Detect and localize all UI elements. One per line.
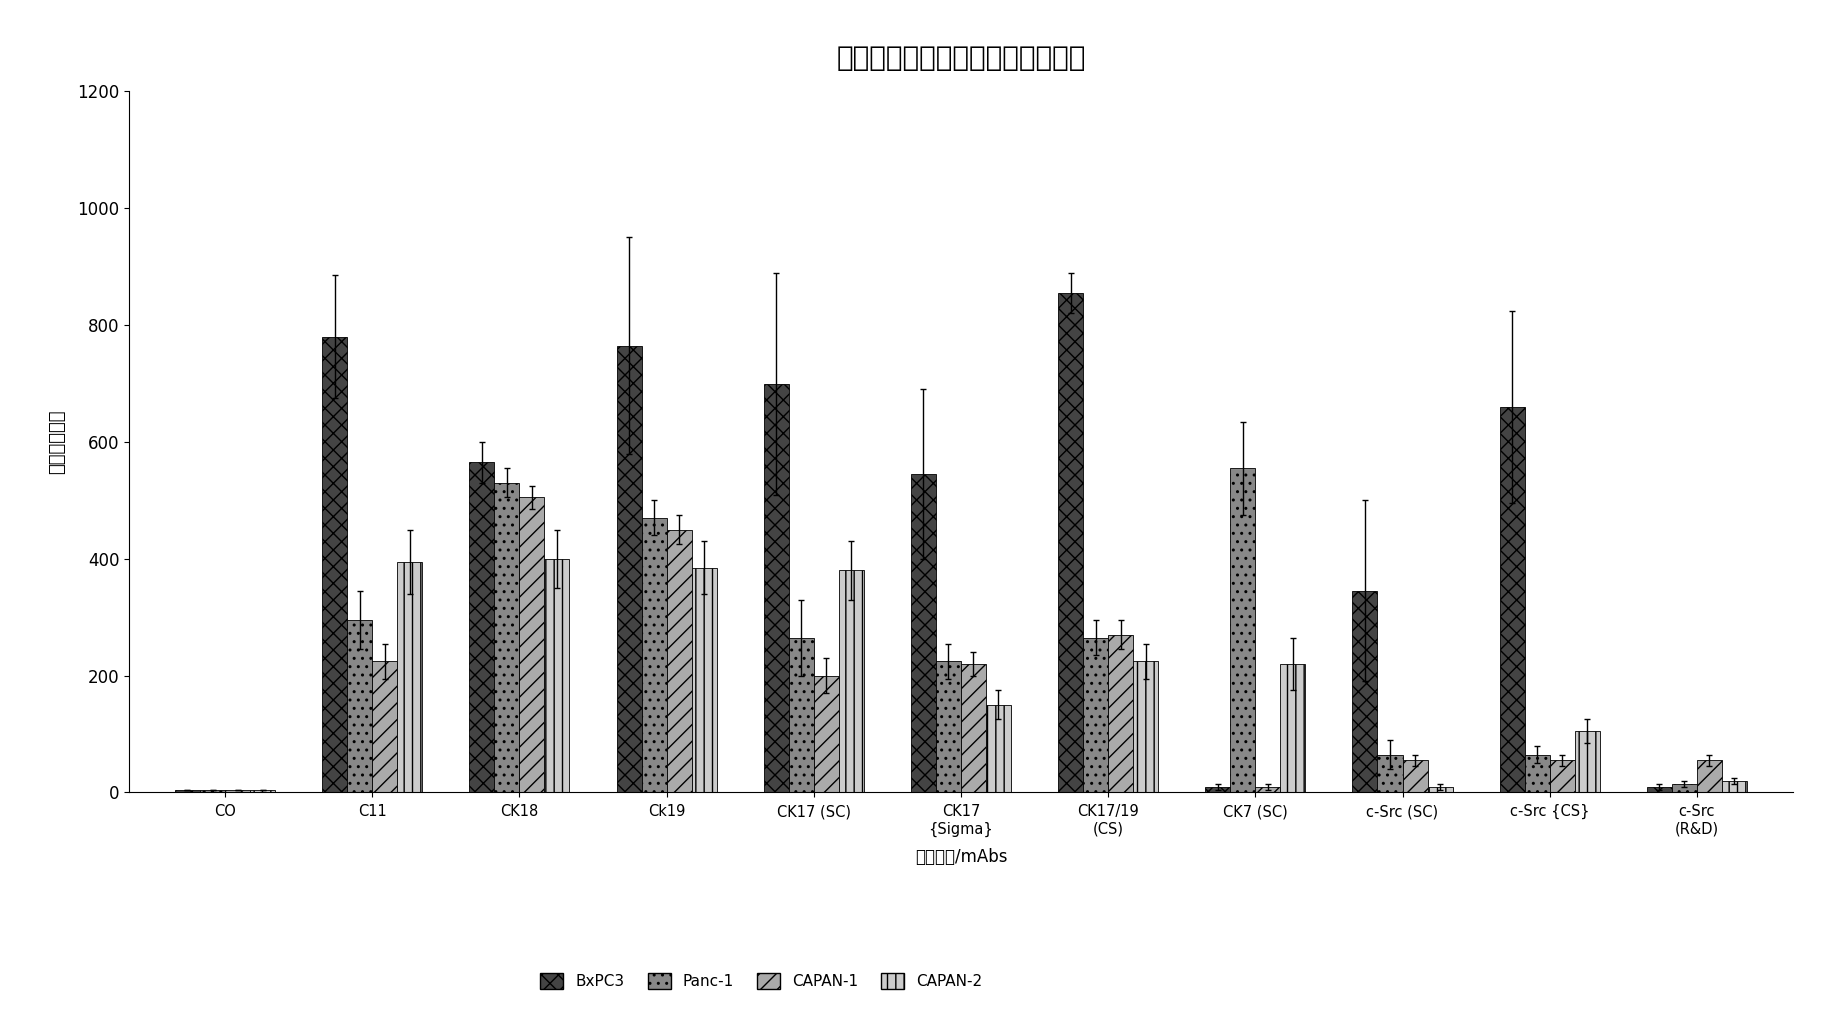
Bar [371,661,397,792]
Bar [763,383,789,792]
Bar [691,568,717,792]
Bar [813,676,839,792]
Bar [1647,786,1672,792]
Bar [469,462,495,792]
Bar [667,529,691,792]
Y-axis label: 平均荧光强度: 平均荧光强度 [48,409,67,474]
Bar [1574,732,1600,792]
Bar [176,789,200,792]
Bar [839,571,863,792]
Bar [1255,786,1281,792]
Bar [1205,786,1231,792]
Bar [1427,786,1453,792]
Title: 用多种检测靶染色胰腺肿瘤细胞系: 用多种检测靶染色胰腺肿瘤细胞系 [837,45,1085,72]
Bar [1109,635,1133,792]
Bar [495,483,519,792]
Bar [545,559,569,792]
Bar [1231,468,1255,792]
Bar [617,345,641,792]
Bar [1525,755,1550,792]
Bar [1353,591,1377,792]
Bar [1133,661,1159,792]
Bar [987,705,1011,792]
Bar [961,664,987,792]
Bar [1403,760,1427,792]
Bar [347,620,371,792]
Bar [1501,406,1525,792]
Bar [1281,664,1305,792]
Legend: BxPC3, Panc-1, CAPAN-1, CAPAN-2: BxPC3, Panc-1, CAPAN-1, CAPAN-2 [534,967,989,995]
Bar [322,337,347,792]
Bar [397,562,421,792]
Bar [249,789,275,792]
Bar [641,518,667,792]
Bar [1083,638,1109,792]
Bar [1550,760,1574,792]
Bar [935,661,961,792]
Bar [519,498,545,792]
X-axis label: 测试的靶/mAbs: 测试的靶/mAbs [915,848,1007,866]
Bar [1377,755,1403,792]
Bar [789,638,813,792]
Bar [225,789,249,792]
Bar [1059,293,1083,792]
Bar [911,474,935,792]
Bar [1722,780,1746,792]
Bar [200,789,225,792]
Bar [1672,783,1696,792]
Bar [1696,760,1722,792]
